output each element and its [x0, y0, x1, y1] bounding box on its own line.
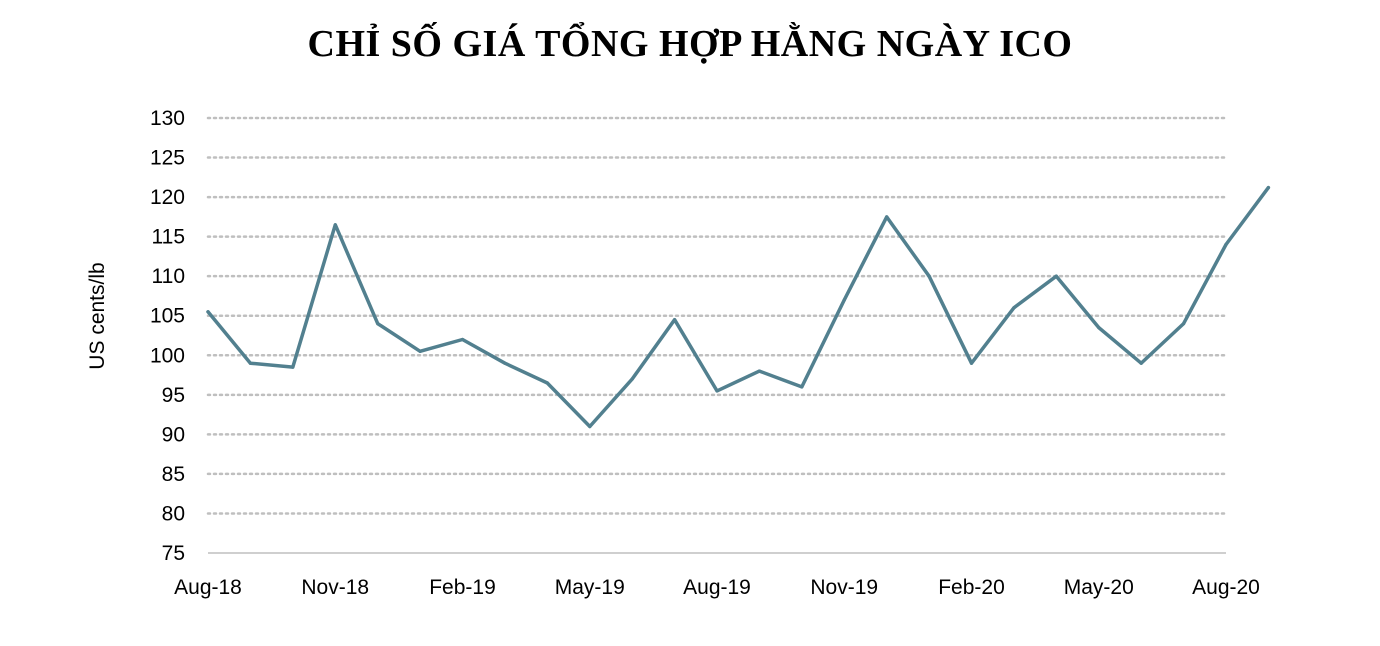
data-point — [885, 215, 889, 219]
x-tick-label: Nov-18 — [301, 576, 369, 599]
data-point — [715, 389, 719, 393]
grid-lines — [206, 116, 1228, 515]
x-tick-label: May-20 — [1064, 576, 1134, 599]
data-point — [588, 424, 592, 429]
data-point — [927, 274, 931, 278]
y-tick-label: 105 — [150, 305, 185, 328]
y-tick-label: 110 — [152, 265, 185, 288]
x-tick-label: Feb-20 — [938, 576, 1005, 599]
data-point — [1224, 242, 1228, 247]
x-tick-label: Nov-19 — [810, 576, 878, 599]
data-point — [1182, 322, 1186, 326]
data-point — [291, 365, 295, 369]
y-tick-label: 125 — [150, 147, 185, 170]
y-axis-label: US cents/lb — [86, 262, 109, 369]
data-point — [1012, 306, 1016, 310]
data-point — [673, 318, 677, 322]
y-tick-label: 75 — [162, 542, 185, 565]
x-tick-label: Feb-19 — [429, 576, 496, 599]
x-tick-label: Aug-20 — [1192, 576, 1260, 599]
y-tick-label: 95 — [162, 384, 185, 407]
data-point — [757, 369, 762, 373]
y-tick-label: 100 — [150, 344, 185, 367]
y-tick-label: 130 — [150, 107, 185, 130]
data-point — [842, 298, 846, 302]
y-tick-label: 115 — [152, 226, 185, 249]
data-point — [800, 385, 804, 389]
y-tick-label: 85 — [162, 463, 185, 486]
data-point — [545, 381, 549, 385]
data-point — [1054, 274, 1058, 278]
series-layer — [206, 185, 1271, 429]
data-point — [460, 337, 465, 342]
data-point — [248, 361, 252, 365]
x-tick-label: Aug-18 — [174, 576, 242, 599]
data-point — [1139, 361, 1143, 365]
data-point — [1097, 326, 1101, 330]
data-point — [333, 223, 337, 227]
y-axis-ticks: 130 125 120 115 110 105 100 95 90 85 80 75 — [150, 107, 185, 565]
series-line — [206, 185, 1271, 429]
y-tick-label: 120 — [150, 186, 185, 209]
y-tick-label: 90 — [162, 423, 185, 446]
data-point — [1266, 186, 1270, 190]
x-tick-label: Aug-19 — [683, 576, 751, 599]
data-point — [969, 361, 974, 365]
y-tick-label: 80 — [162, 502, 185, 525]
chart-title: CHỈ SỐ GIÁ TỔNG HỢP HẰNG NGÀY ICO — [307, 23, 1073, 65]
data-point — [376, 322, 380, 326]
data-point — [206, 310, 210, 314]
data-point — [418, 349, 422, 353]
x-axis-ticks: Aug-18 Nov-18 Feb-19 May-19 Aug-19 Nov-19 Feb-… — [174, 576, 1260, 599]
data-point — [630, 377, 634, 381]
x-tick-label: May-19 — [555, 576, 625, 599]
data-point — [503, 361, 507, 365]
